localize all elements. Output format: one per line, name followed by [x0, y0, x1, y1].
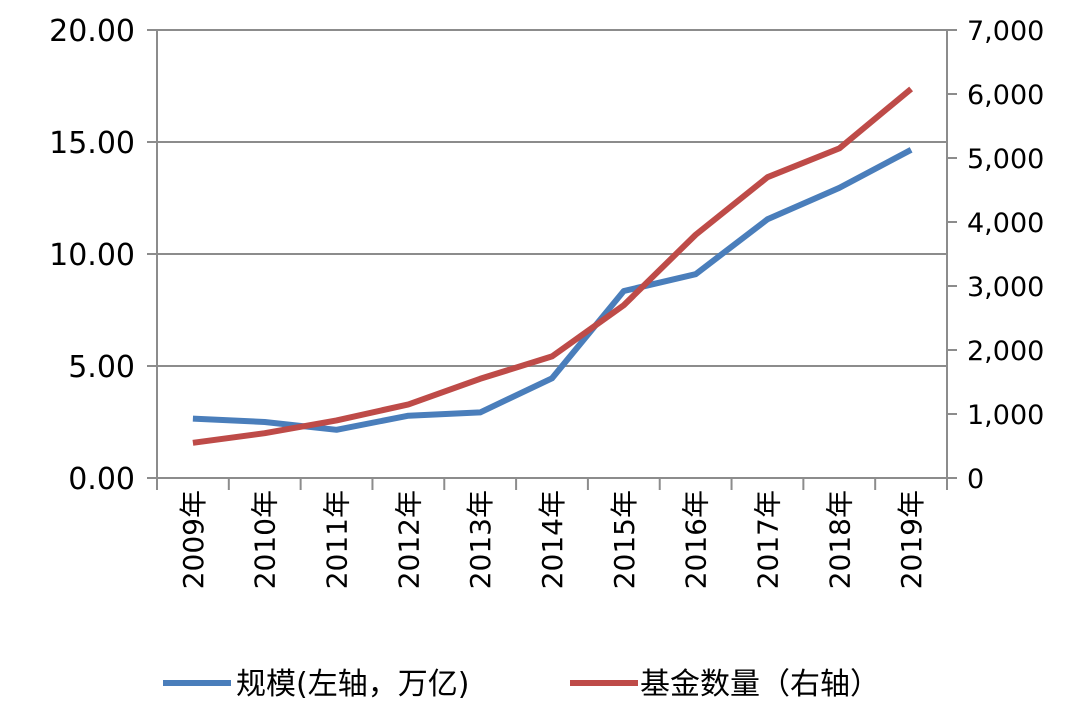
left-axis-tick-label: 10.00 [49, 238, 135, 273]
x-axis-tick-label: 2015年 [608, 490, 641, 589]
right-axis-tick-label: 6,000 [967, 80, 1044, 111]
legend-label: 基金数量（右轴） [640, 667, 880, 702]
right-axis-tick-label: 1,000 [967, 400, 1044, 431]
series-line-scale [192, 147, 913, 433]
right-axis-tick-label: 4,000 [967, 208, 1044, 239]
right-axis-tick-label: 3,000 [967, 272, 1044, 303]
x-axis-tick-label: 2010年 [249, 490, 282, 589]
x-axis-tick-label: 2014年 [536, 490, 569, 589]
right-axis-tick-label: 7,000 [967, 16, 1044, 47]
left-axis-tick-label: 20.00 [49, 14, 135, 49]
right-axis-tick-label: 2,000 [967, 336, 1044, 367]
left-axis-tick-label: 15.00 [49, 126, 135, 161]
x-axis-tick-label: 2011年 [321, 490, 354, 589]
right-axis-tick-label: 5,000 [967, 144, 1044, 175]
right-axis-tick-label: 0 [967, 464, 984, 495]
legend-label: 规模(左轴，万亿) [236, 667, 469, 702]
left-axis-tick-label: 5.00 [68, 350, 135, 385]
x-axis-tick-label: 2016年 [680, 490, 713, 589]
series-line-fund-count [192, 86, 914, 446]
x-axis-tick-label: 2012年 [392, 490, 425, 589]
left-axis-tick-label: 0.00 [68, 462, 135, 497]
x-axis-tick-label: 2019年 [895, 490, 928, 589]
x-axis-tick-label: 2013年 [464, 490, 497, 589]
x-axis-tick-label: 2018年 [823, 490, 856, 589]
x-axis-tick-label: 2017年 [751, 490, 784, 589]
x-axis-tick-label: 2009年 [177, 490, 210, 589]
